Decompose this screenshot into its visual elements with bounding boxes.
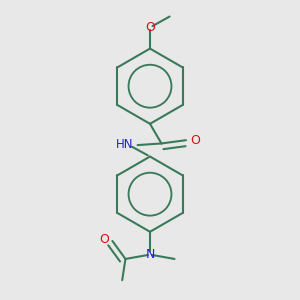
Text: HN: HN [116,138,134,151]
Text: N: N [145,248,155,260]
Text: O: O [190,134,200,147]
Text: O: O [99,233,109,246]
Text: O: O [145,21,155,34]
